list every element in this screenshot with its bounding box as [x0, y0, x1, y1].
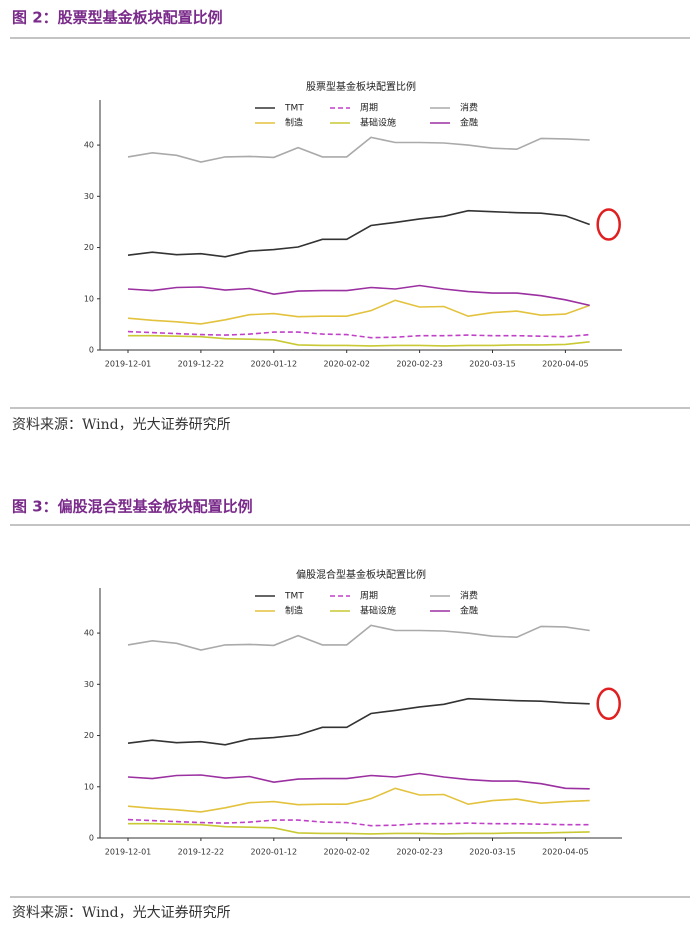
series-line: [127, 787, 590, 813]
series-line: [127, 299, 590, 325]
legend-label: 制造: [285, 117, 303, 129]
y-tick-label: 0: [89, 834, 94, 843]
legend-label: 金融: [460, 117, 478, 129]
y-tick-label: 0: [89, 346, 94, 355]
x-tick-label: 2020-01-12: [251, 360, 298, 369]
y-tick-label: 20: [84, 731, 94, 740]
x-tick-label: 2019-12-01: [105, 360, 152, 369]
series-line: [127, 136, 590, 163]
series-line: [127, 330, 590, 339]
figure-caption: 图 3：偏股混合型基金板块配置比例: [12, 498, 253, 516]
x-tick-label: 2019-12-01: [105, 848, 152, 857]
series-line: [128, 822, 590, 835]
series-line: [127, 772, 590, 790]
x-tick-label: 2019-12-22: [178, 848, 225, 857]
series-line: [127, 284, 590, 307]
series-line: [127, 624, 590, 651]
source-note: 资料来源：Wind，光大证券研究所: [12, 905, 231, 921]
series-line: [127, 818, 590, 827]
legend-label: 制造: [285, 605, 303, 617]
legend-label: 基础设施: [360, 605, 396, 617]
x-tick-label: 2020-02-23: [396, 848, 443, 857]
legend-label: 消费: [460, 590, 478, 602]
series-line: [128, 334, 590, 347]
y-tick-label: 40: [84, 141, 94, 150]
y-tick-label: 10: [84, 294, 94, 303]
figure-caption: 图 2：股票型基金板块配置比例: [12, 9, 223, 27]
x-tick-label: 2020-03-15: [469, 360, 516, 369]
highlight-circle: [596, 208, 621, 241]
y-tick-label: 30: [84, 192, 94, 201]
x-tick-label: 2020-04-05: [542, 360, 589, 369]
y-tick-label: 20: [84, 243, 94, 252]
chart-title: 股票型基金板块配置比例: [306, 80, 416, 93]
x-tick-label: 2020-02-02: [323, 848, 370, 857]
series-line: [127, 209, 590, 258]
legend-label: 周期: [360, 591, 378, 602]
highlight-circle: [596, 687, 621, 721]
x-tick-label: 2020-03-15: [469, 848, 516, 857]
x-tick-label: 2020-02-02: [323, 360, 370, 369]
x-tick-label: 2019-12-22: [178, 360, 225, 369]
chart-title: 偏股混合型基金板块配置比例: [296, 568, 426, 581]
legend-label: TMT: [284, 104, 304, 114]
y-tick-label: 10: [84, 782, 94, 791]
legend-label: 金融: [460, 605, 478, 617]
x-tick-label: 2020-02-23: [396, 360, 443, 369]
y-tick-label: 30: [84, 680, 94, 689]
y-tick-label: 40: [84, 629, 94, 638]
legend-label: 周期: [360, 103, 378, 114]
source-note: 资料来源：Wind，光大证券研究所: [12, 417, 231, 433]
series-line: [127, 697, 590, 746]
x-tick-label: 2020-01-12: [251, 848, 298, 857]
legend-label: 消费: [460, 102, 478, 114]
legend-label: 基础设施: [360, 117, 396, 129]
legend-label: TMT: [284, 592, 304, 602]
x-tick-label: 2020-04-05: [542, 848, 589, 857]
